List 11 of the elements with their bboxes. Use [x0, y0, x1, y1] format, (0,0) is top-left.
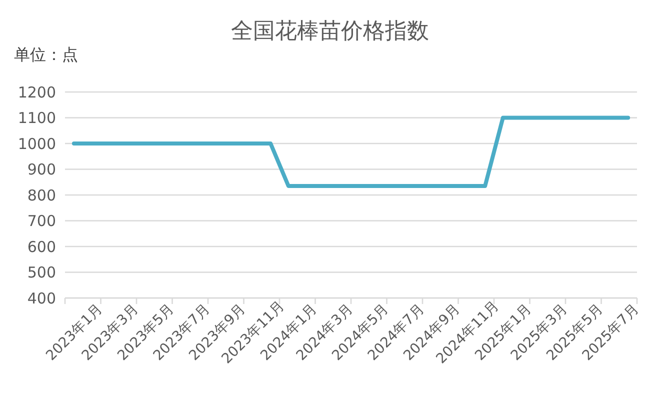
y-tick-label: 900 [27, 160, 56, 178]
y-tick-label: 1000 [18, 134, 56, 153]
y-tick-label: 1200 [18, 83, 56, 102]
y-tick-label: 800 [27, 186, 56, 204]
y-tick-label: 700 [27, 212, 56, 230]
chart-title: 全国花棒苗价格指数 [231, 19, 429, 44]
y-tick-label: 600 [27, 238, 56, 256]
text: 单位：点 [14, 45, 78, 64]
y-tick-label: 500 [27, 264, 56, 282]
y-tick-label: 400 [27, 289, 56, 308]
y-tick-label: 1100 [18, 109, 56, 127]
